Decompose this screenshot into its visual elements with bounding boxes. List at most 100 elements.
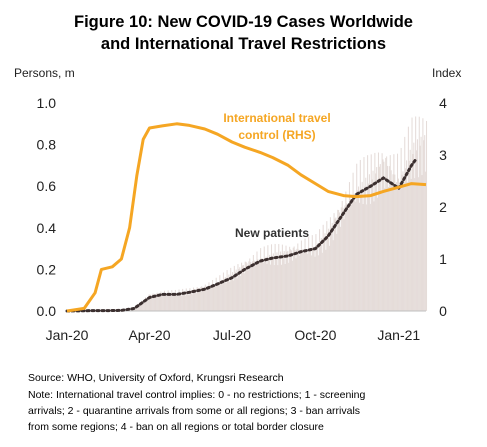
daily-case-bar — [154, 296, 156, 311]
chart-labels: International travel control (RHS) New pat… — [223, 111, 330, 240]
daily-case-bar — [351, 202, 353, 311]
daily-case-bar — [195, 293, 197, 311]
daily-case-bar — [201, 286, 203, 311]
daily-case-bar — [377, 197, 379, 311]
daily-case-bar — [161, 293, 163, 311]
daily-case-bar — [275, 256, 277, 311]
daily-case-bar — [391, 185, 393, 311]
daily-case-bar — [254, 264, 256, 311]
travel-control-annotation: International travel — [223, 111, 330, 125]
daily-case-bar — [398, 182, 400, 311]
daily-case-bar — [421, 175, 423, 311]
daily-case-bar — [358, 186, 360, 311]
daily-case-bar — [316, 248, 318, 311]
new-patients-annotation: New patients — [235, 226, 309, 240]
daily-case-bar — [424, 135, 426, 311]
daily-case-bar — [337, 209, 339, 311]
y2-tick-label: 3 — [439, 147, 447, 163]
daily-case-bar — [179, 293, 181, 311]
daily-case-bar — [210, 286, 212, 311]
travel-control-line — [66, 122, 427, 313]
daily-case-bar — [377, 152, 379, 311]
daily-case-bar — [313, 246, 315, 311]
daily-case-bar — [278, 244, 280, 311]
daily-case-bar — [248, 261, 250, 311]
daily-case-bar — [419, 145, 421, 311]
daily-case-bar — [224, 277, 226, 311]
daily-case-bar — [236, 278, 238, 311]
daily-case-bar — [399, 187, 401, 311]
daily-case-bar — [348, 182, 350, 311]
daily-case-bar — [242, 265, 244, 311]
daily-case-bar — [217, 282, 219, 311]
daily-case-bar — [381, 153, 383, 311]
daily-case-bar — [362, 204, 364, 311]
daily-case-bar — [245, 261, 247, 311]
daily-case-bar — [302, 253, 304, 311]
daily-case-bar — [204, 284, 206, 311]
daily-case-bar — [383, 161, 385, 311]
daily-case-bar — [287, 250, 289, 311]
daily-case-bar — [238, 268, 240, 311]
y-tick-label: 1.0 — [37, 95, 57, 111]
daily-case-bar — [418, 116, 420, 311]
daily-case-bar — [153, 293, 155, 311]
daily-case-bar — [309, 249, 311, 311]
daily-case-bar — [375, 173, 377, 311]
daily-case-bar — [145, 298, 147, 311]
daily-case-bar — [140, 304, 142, 311]
daily-case-bar — [376, 167, 378, 311]
y-tick-label: 0.8 — [37, 137, 57, 153]
daily-case-bar — [396, 182, 398, 311]
daily-case-bar — [299, 255, 301, 311]
daily-case-bar — [265, 256, 267, 311]
daily-case-bar — [202, 290, 205, 311]
daily-case-bar — [173, 295, 176, 311]
daily-case-bar — [211, 286, 213, 311]
daily-case-bar — [213, 284, 215, 311]
daily-case-bar — [299, 250, 302, 311]
note-line-2: arrivals; 2 - quarantine arrivals from s… — [28, 405, 361, 417]
daily-case-bar — [274, 243, 276, 311]
axes: 0.0 0.2 0.4 0.6 0.8 1.0 0 1 2 3 4 Jan-20 Apr-20 Jul-2… — [37, 95, 448, 343]
daily-case-bar — [326, 221, 328, 311]
daily-case-bar — [386, 156, 388, 311]
daily-case-bar — [328, 228, 330, 311]
daily-case-bar — [304, 238, 306, 311]
daily-case-bar — [186, 292, 188, 311]
daily-case-bar — [345, 191, 347, 311]
daily-case-bar — [379, 164, 381, 311]
daily-case-bar — [397, 178, 399, 311]
daily-case-bar — [285, 245, 287, 311]
daily-case-bar — [310, 255, 312, 311]
daily-case-bar — [149, 294, 151, 311]
daily-case-bar — [403, 184, 405, 311]
daily-case-bar — [166, 294, 168, 311]
daily-case-bar — [144, 297, 147, 311]
daily-case-bar — [405, 168, 407, 311]
daily-case-bar — [301, 249, 303, 311]
daily-case-bar — [134, 307, 137, 311]
daily-case-bar — [159, 293, 161, 311]
daily-case-bar — [336, 233, 338, 311]
daily-case-bar — [150, 294, 152, 311]
daily-case-bar — [270, 244, 273, 311]
daily-case-bar — [349, 198, 351, 311]
y2-tick-label: 2 — [439, 199, 447, 215]
daily-case-bar — [232, 280, 234, 311]
daily-case-bar — [408, 160, 410, 311]
daily-case-bar — [346, 203, 348, 311]
daily-case-bar — [203, 286, 205, 311]
daily-case-bar — [141, 300, 143, 311]
daily-case-bar — [373, 201, 375, 311]
daily-case-bar — [262, 262, 264, 311]
daily-case-bar — [416, 139, 418, 311]
y-tick-label: 0.2 — [37, 261, 57, 277]
daily-case-bar — [342, 207, 344, 311]
y-tick-label: 0.6 — [37, 178, 57, 194]
daily-case-bar — [378, 166, 380, 311]
daily-case-bar — [319, 243, 321, 311]
daily-case-bar — [406, 182, 409, 311]
daily-case-bar — [178, 289, 180, 311]
daily-case-bar — [147, 299, 149, 311]
